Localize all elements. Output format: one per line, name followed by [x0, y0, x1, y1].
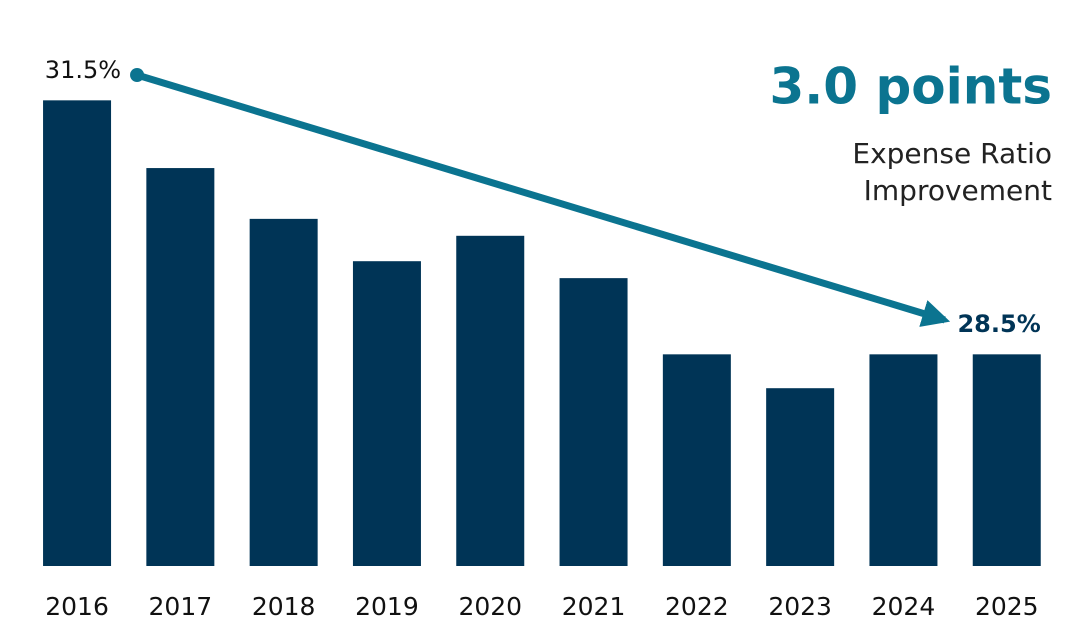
annotation-line: Expense Ratio [852, 137, 1052, 170]
bar [352, 261, 421, 566]
bar [43, 100, 112, 566]
bar [559, 278, 628, 566]
value-label: 28.5% [957, 310, 1040, 338]
bar [766, 388, 835, 566]
bar [146, 168, 215, 567]
trend-arrow [136, 71, 951, 327]
value-label: 31.5% [45, 56, 121, 84]
bar [456, 235, 525, 567]
x-tick-label: 2017 [149, 592, 213, 621]
x-tick-label: 2022 [665, 592, 729, 621]
x-tick-label: 2016 [45, 592, 109, 621]
x-tick-label: 2023 [768, 592, 832, 621]
headline: 3.0 points [769, 58, 1052, 116]
x-tick-label: 2020 [458, 592, 522, 621]
trend-start [130, 68, 145, 82]
bar [662, 354, 731, 566]
x-tick-label: 2021 [562, 592, 626, 621]
bar [869, 354, 938, 566]
bar [249, 218, 318, 566]
x-tick-label: 2025 [975, 592, 1039, 621]
x-tick-label: 2019 [355, 592, 419, 621]
x-tick-label: 2024 [872, 592, 936, 621]
x-tick-label: 2018 [252, 592, 316, 621]
bar [972, 354, 1041, 566]
annotation-line: Improvement [864, 174, 1052, 207]
